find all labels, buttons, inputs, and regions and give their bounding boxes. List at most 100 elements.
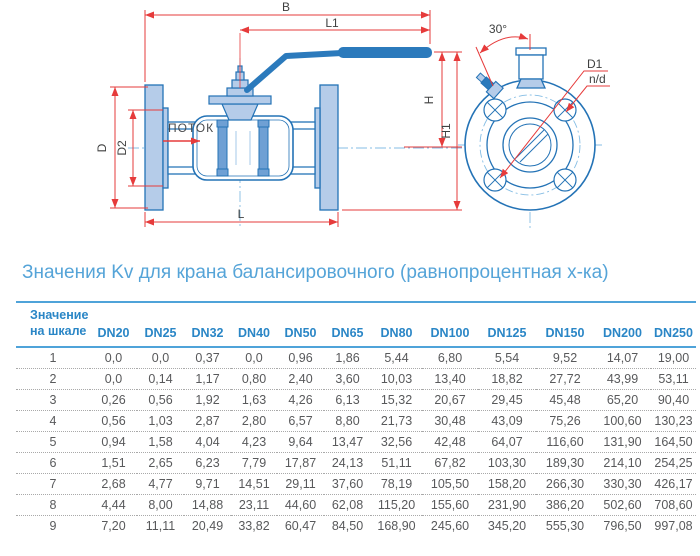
- column-header-dn200: DN200: [594, 302, 651, 348]
- kv-cell: 1,92: [184, 389, 231, 411]
- kv-cell: 1,63: [231, 389, 277, 411]
- kv-cell: 4,44: [90, 494, 137, 516]
- kv-cell: 23,11: [231, 494, 277, 516]
- dim-H1-label: H1: [439, 123, 453, 139]
- kv-row-9: 9 7,20 11,11 20,49 33,82 60,47 84,50 168,90 245,…: [16, 515, 696, 536]
- column-header-scale: Значение на шкале: [16, 302, 90, 348]
- kv-cell: 18,82: [478, 368, 536, 390]
- kv-cell: 51,11: [371, 452, 422, 474]
- kv-cell: 75,26: [536, 410, 594, 432]
- kv-cell: 1,51: [90, 452, 137, 474]
- kv-cell: 6,57: [277, 410, 324, 432]
- dim-L: [144, 212, 339, 227]
- kv-cell: 708,60: [651, 494, 696, 516]
- kv-cell: 254,25: [651, 452, 696, 474]
- scale-value: 6: [16, 452, 90, 474]
- dim-L-label: L: [238, 207, 245, 221]
- dim-D-label: D: [95, 143, 109, 152]
- kv-cell: 168,90: [377, 518, 416, 533]
- kv-cell: 14,51: [231, 473, 277, 495]
- kv-cell: 997,08: [654, 518, 693, 533]
- kv-row-5: 5 0,94 1,58 4,04 4,23 9,64 13,47 32,56 42,48 64,0…: [16, 431, 696, 453]
- kv-cell: 62,08: [324, 494, 371, 516]
- kv-cell: 21,73: [371, 410, 422, 432]
- kv-cell: 0,94: [90, 431, 137, 453]
- dim-H-label: H: [422, 96, 436, 105]
- kv-cell: 116,60: [536, 431, 594, 453]
- kv-cell: 13,40: [422, 368, 478, 390]
- dim-D2-label: D2: [115, 140, 129, 156]
- kv-cell: 9,71: [184, 473, 231, 495]
- kv-cell: 386,20: [536, 494, 594, 516]
- kv-row-3: 3 0,26 0,56 1,92 1,63 4,26 6,13 15,32 20,67 29,45…: [16, 389, 696, 411]
- kv-row-4: 4 0,56 1,03 2,87 2,80 6,57 8,80 21,73 30,48 43,09…: [16, 410, 696, 432]
- kv-cell: 32,56: [371, 431, 422, 453]
- kv-cell: 33,82: [238, 518, 270, 533]
- scale-header-line1: Значение: [30, 308, 89, 322]
- column-header-dn125: DN125: [478, 302, 536, 348]
- kv-cell: 130,23: [651, 410, 696, 432]
- kv-cell: 14,07: [594, 346, 651, 369]
- flange-inner-circle: [486, 101, 574, 189]
- column-header-dn250: DN250: [651, 302, 696, 348]
- bolt-circle: [479, 94, 581, 196]
- kv-cell: 27,72: [536, 368, 594, 390]
- kv-row-2: 2 0,0 0,14 1,17 0,80 2,40 3,60 10,03 13,40 18,82 2…: [16, 368, 696, 390]
- kv-cell: 0,37: [184, 346, 231, 369]
- kv-cell: 0,26: [90, 389, 137, 411]
- body-bolted-joint: [217, 125, 228, 171]
- kv-row-7: 7 2,68 4,77 9,71 14,51 29,11 37,60 78,19 105,50 1…: [16, 473, 696, 495]
- valve-front-view: 30° D1 n/d: [458, 22, 610, 228]
- kv-cell: 4,26: [277, 389, 324, 411]
- kv-cell: 13,47: [324, 431, 371, 453]
- kv-cell: 231,90: [478, 494, 536, 516]
- dim-D: [110, 86, 148, 209]
- kv-cell: 65,20: [594, 389, 651, 411]
- kv-cell: 24,13: [324, 452, 371, 474]
- kv-table-body: 1 0,0 0,0 0,37 0,0 0,96 1,86 5,44 6,80 5,54 9,52 14…: [16, 346, 696, 536]
- left-flange-face: [162, 107, 169, 189]
- kv-row-8: 8 4,44 8,00 14,88 23,11 44,60 62,08 115,20 155,6…: [16, 494, 696, 516]
- kv-cell: 2,80: [231, 410, 277, 432]
- kv-cell: 0,0: [231, 346, 277, 369]
- kv-cell: 2,68: [90, 473, 137, 495]
- kv-cell: 1,86: [324, 346, 371, 369]
- kv-cell: 15,32: [371, 389, 422, 411]
- kv-cell: 1,17: [184, 368, 231, 390]
- kv-row-1: 1 0,0 0,0 0,37 0,0 0,96 1,86 5,44 6,80 5,54 9,52 14…: [16, 346, 696, 369]
- kv-cell: 4,77: [137, 473, 184, 495]
- column-header-dn20: DN20: [90, 302, 137, 348]
- kv-cell: 67,82: [422, 452, 478, 474]
- kv-cell: 266,30: [536, 473, 594, 495]
- kv-cell: 45,48: [536, 389, 594, 411]
- scale-value: 3: [16, 389, 90, 411]
- scale-value: 4: [16, 410, 90, 432]
- kv-cell: 502,60: [594, 494, 651, 516]
- column-header-dn100: DN100: [422, 302, 478, 348]
- valve-body: [192, 115, 294, 181]
- kv-cell: 29,45: [478, 389, 536, 411]
- stem-housing: [515, 47, 547, 89]
- kv-cell: 30,48: [422, 410, 478, 432]
- scale-value: 8: [16, 494, 90, 516]
- kv-cell: 64,07: [478, 431, 536, 453]
- kv-header-row: Значение на шкале DN20 DN25 DN32 DN40 DN50 DN…: [16, 302, 696, 348]
- kv-cell: 2,40: [277, 368, 324, 390]
- kv-cell: 330,30: [594, 473, 651, 495]
- kv-cell: 1,58: [137, 431, 184, 453]
- kv-cell: 8,00: [137, 494, 184, 516]
- kv-cell: 214,10: [594, 452, 651, 474]
- column-header-dn25: DN25: [137, 302, 184, 348]
- kv-cell: 11,11: [145, 518, 176, 533]
- kv-cell: 0,80: [231, 368, 277, 390]
- kv-cell: 1,03: [137, 410, 184, 432]
- kv-cell: 131,90: [594, 431, 651, 453]
- scale-value: 1: [16, 346, 90, 369]
- dim-H1: [342, 52, 462, 211]
- kv-cell: 4,04: [184, 431, 231, 453]
- dim-L1: [239, 26, 430, 88]
- column-header-dn65: DN65: [324, 302, 371, 348]
- kv-cell: 2,65: [137, 452, 184, 474]
- dim-nd-leader: [565, 85, 610, 113]
- scale-value: 9: [49, 518, 57, 533]
